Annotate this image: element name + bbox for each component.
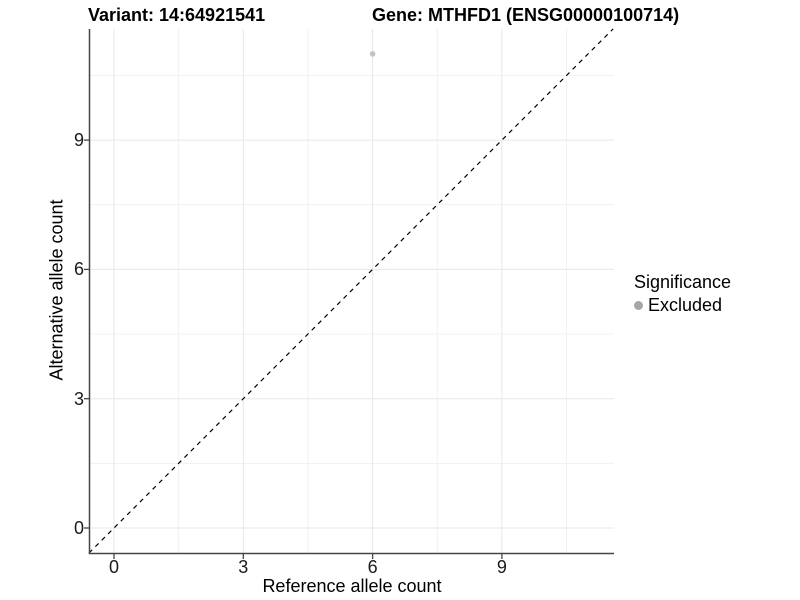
x-tick-label: 6 (367, 557, 378, 577)
x-axis-label: Reference allele count (262, 576, 442, 596)
y-tick-label: 9 (73, 130, 84, 151)
plot-title-variant: Variant: 14:64921541 (88, 5, 266, 25)
x-tick-label: 0 (108, 557, 119, 577)
y-axis-label: Alternative allele count (46, 199, 67, 381)
x-tick-label: 3 (238, 557, 249, 577)
legend-point-icon (634, 300, 643, 310)
legend: Significance Excluded (634, 271, 731, 314)
legend-title: Significance (634, 272, 732, 292)
plot-title-gene: Gene: MTHFD1 (ENSG00000100714) (372, 5, 680, 25)
legend-entry-label: Excluded (648, 295, 723, 315)
y-tick-label: 0 (73, 518, 84, 538)
y-tick-label: 6 (73, 259, 84, 280)
identity-reference-line (88, 28, 614, 554)
legend-entry-excluded: Excluded (634, 296, 731, 314)
x-tick-label: 9 (496, 557, 507, 577)
y-tick-label: 3 (73, 388, 84, 409)
data-point (369, 51, 376, 57)
